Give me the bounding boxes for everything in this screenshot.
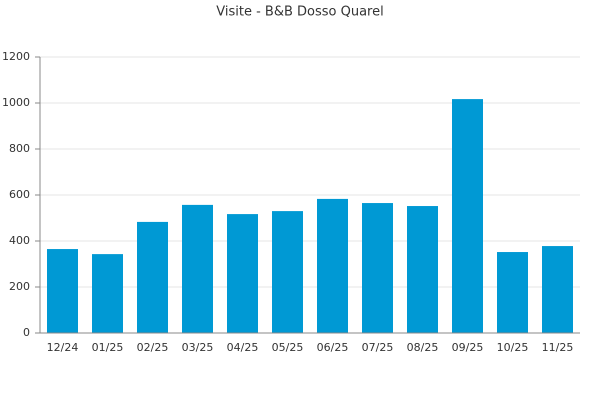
y-tick-label: 600 xyxy=(9,188,30,201)
x-tick-label: 12/24 xyxy=(47,341,79,354)
x-tick-label: 11/25 xyxy=(542,341,574,354)
x-tick-label: 07/25 xyxy=(362,341,394,354)
y-tick-label: 200 xyxy=(9,280,30,293)
y-tick-label: 800 xyxy=(9,142,30,155)
x-tick-label: 09/25 xyxy=(452,341,484,354)
bar xyxy=(182,204,213,333)
bar xyxy=(137,221,168,333)
bar xyxy=(362,203,393,333)
x-tick-label: 10/25 xyxy=(497,341,529,354)
x-tick-label: 02/25 xyxy=(137,341,169,354)
y-tick-label: 1200 xyxy=(2,50,30,63)
bar xyxy=(317,198,348,333)
bar xyxy=(407,206,438,333)
bar xyxy=(47,249,78,333)
bar xyxy=(272,211,303,333)
x-tick-label: 08/25 xyxy=(407,341,439,354)
bar xyxy=(92,254,123,333)
bar xyxy=(227,214,258,333)
x-tick-label: 01/25 xyxy=(92,341,124,354)
y-tick-label: 1000 xyxy=(2,96,30,109)
y-tick-label: 0 xyxy=(23,326,30,339)
bar xyxy=(497,252,528,333)
x-tick-label: 03/25 xyxy=(182,341,214,354)
bar xyxy=(452,99,483,333)
bar xyxy=(542,246,573,333)
y-tick-label: 400 xyxy=(9,234,30,247)
x-tick-label: 05/25 xyxy=(272,341,304,354)
x-tick-label: 04/25 xyxy=(227,341,259,354)
x-tick-label: 06/25 xyxy=(317,341,349,354)
chart-title: Visite - B&B Dosso Quarel xyxy=(216,5,383,20)
